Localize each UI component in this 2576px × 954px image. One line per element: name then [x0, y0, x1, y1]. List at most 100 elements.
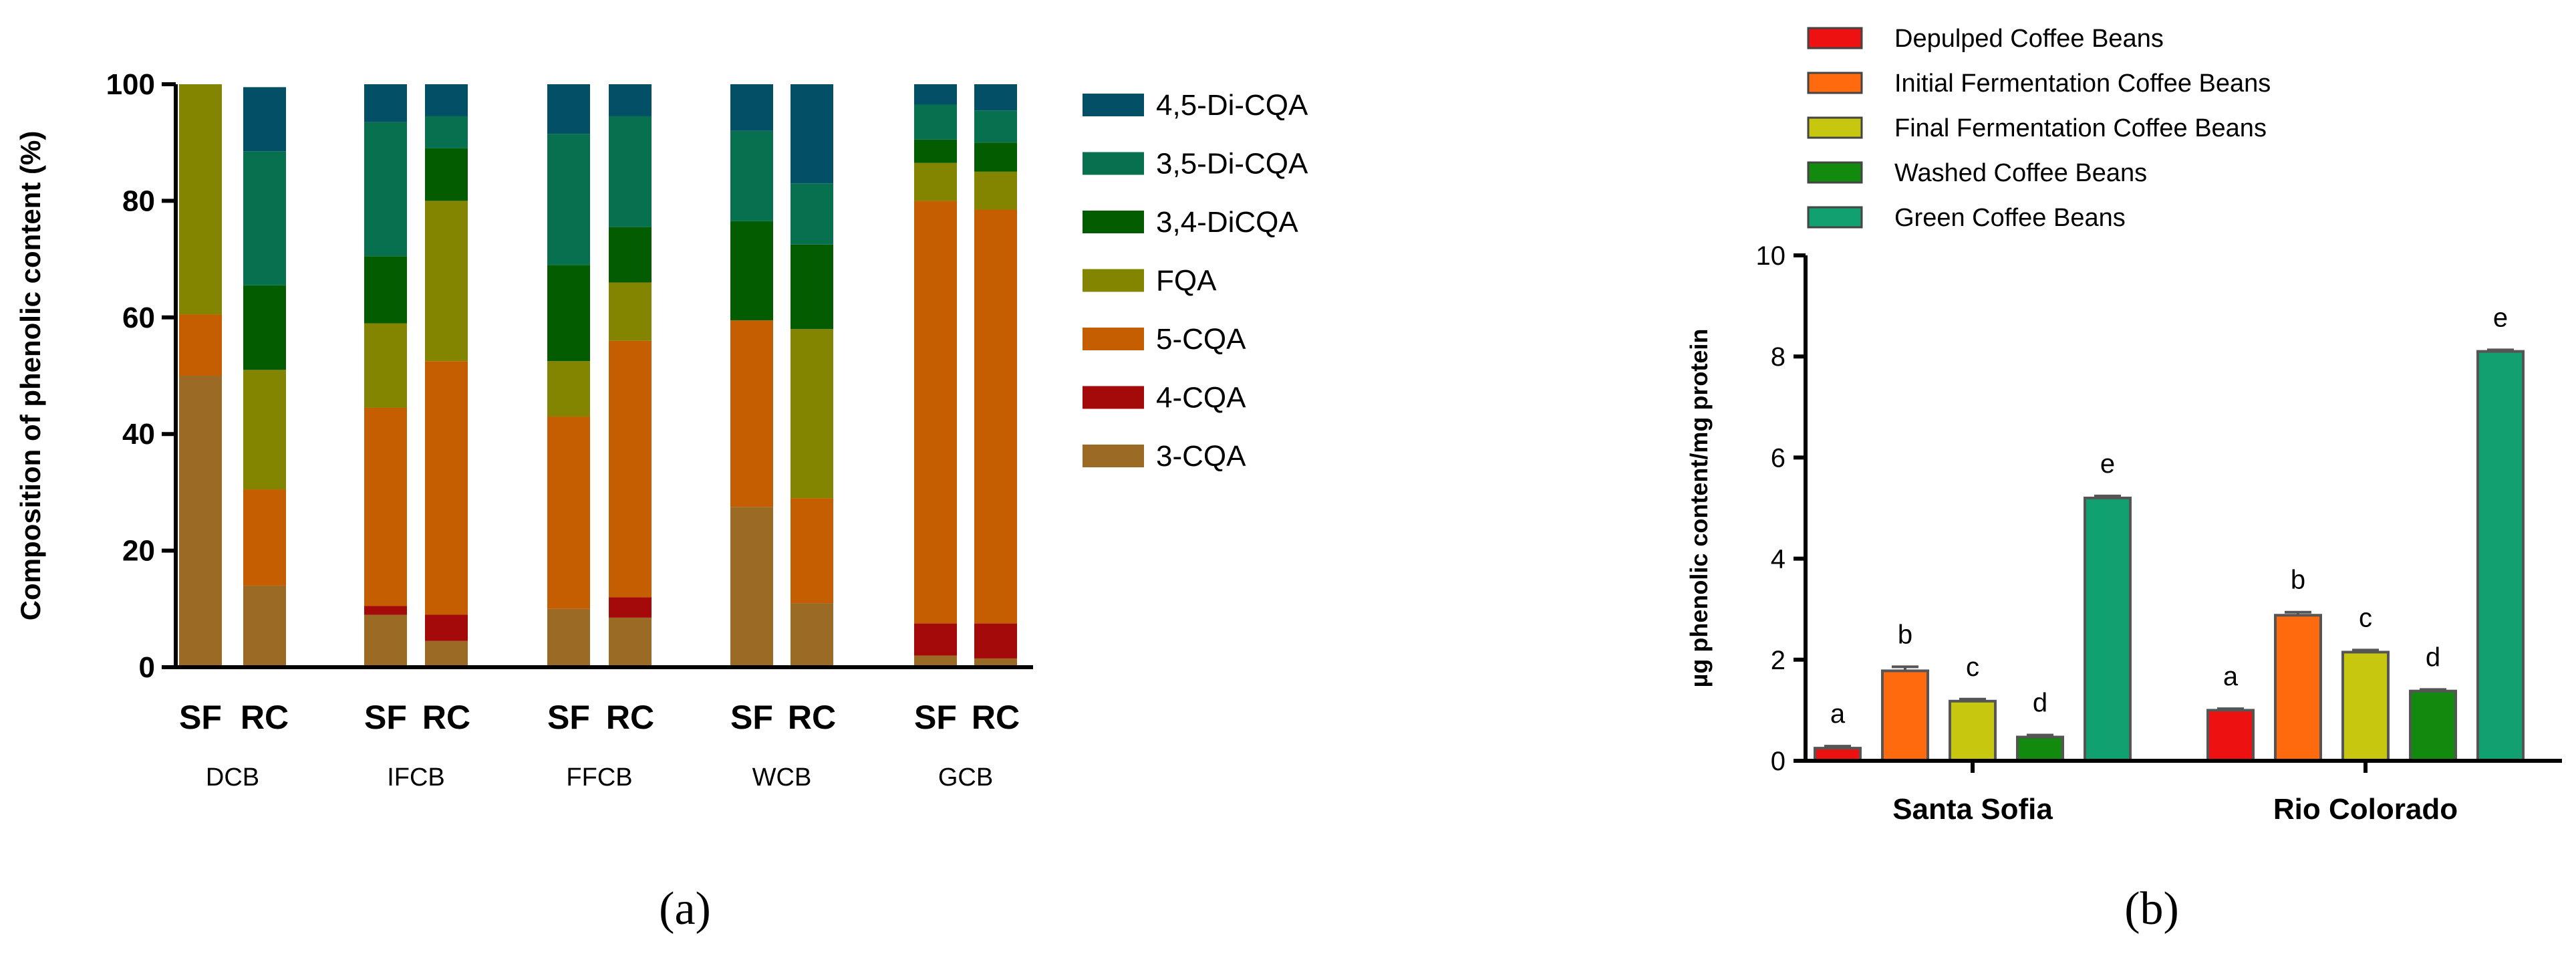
panel-a-bar-label-ffcb-rc: RC	[606, 699, 654, 736]
bar-rio-colorado-depulped-coffee-beans	[2206, 709, 2255, 763]
legend-swatch-final-fermentation-coffee-beans	[1807, 116, 1863, 139]
bar-segment-ffcb-rc-fqa	[609, 282, 652, 341]
panel-a-bar-label-wcb-rc: RC	[788, 699, 836, 736]
bar-segment-gcb-rc-5-cqa	[974, 209, 1017, 624]
bar-segment-wcb-sf-3-5-di-cqa	[730, 130, 773, 221]
bar-segment-ifcb-rc-3-4-dicqa	[425, 148, 468, 201]
legend-label-3-cqa: 3-CQA	[1156, 440, 1246, 473]
panel-a-group-label-gcb: GCB	[938, 763, 993, 792]
bar-segment-ifcb-sf-3-4-dicqa	[364, 256, 407, 324]
bar-segment-ifcb-sf-4-5-di-cqa	[364, 84, 407, 122]
legend-swatch-3-cqa	[1083, 445, 1144, 467]
panel-b-y-tick-label: 6	[1771, 443, 1785, 473]
panel-b-legend: Depulped Coffee Beans Initial Fermentatio…	[1807, 25, 2271, 232]
bar-segment-ifcb-sf-fqa	[364, 323, 407, 408]
bar-segment-dcb-rc-5-cqa	[243, 489, 286, 586]
error-bar-santa-sofia-green-coffee-beans	[2094, 494, 2121, 498]
bar-segment-ffcb-rc-3-cqa	[609, 617, 652, 667]
panel-a-bar-label-gcb-rc: RC	[972, 699, 1020, 736]
panel-a-y-tick-label: 40	[122, 418, 155, 451]
panel-a-y-tick-label: 60	[122, 302, 155, 334]
bar-segment-dcb-rc-3-5-di-cqa	[243, 151, 286, 285]
error-bar-rio-colorado-green-coffee-beans	[2487, 348, 2514, 352]
panel-a-stacked-composition-chart: 0 20 40 60 80 100 Composition of phenolic con…	[15, 68, 1308, 935]
bar-segment-ifcb-rc-5-cqa	[425, 361, 468, 615]
legend-label-depulped-coffee-beans: Depulped Coffee Beans	[1894, 25, 2164, 53]
legend-swatch-depulped-coffee-beans	[1807, 27, 1863, 49]
bar-segment-wcb-rc-fqa	[791, 329, 833, 499]
panel-b-y-tick-label: 10	[1756, 241, 1786, 271]
panel-b-y-tick-label: 4	[1771, 545, 1785, 574]
panel-b-phenolic-content-chart: Depulped Coffee Beans Initial Fermentatio…	[1685, 25, 2562, 935]
bar-segment-ffcb-rc-3-5-di-cqa	[609, 116, 652, 227]
panel-a-group-label-ffcb: FFCB	[566, 763, 632, 792]
legend-label-fqa: FQA	[1156, 265, 1217, 297]
bar-segment-gcb-sf-4-5-di-cqa	[914, 84, 957, 105]
panel-b-category-label-santa-sofia: Santa Sofia	[1892, 793, 2053, 826]
bar-segment-wcb-sf-4-5-di-cqa	[730, 84, 773, 131]
bar-segment-gcb-rc-4-5-di-cqa	[974, 84, 1017, 111]
bar-segment-ffcb-rc-4-5-di-cqa	[609, 84, 652, 116]
bar-segment-gcb-rc-3-4-dicqa	[974, 142, 1017, 172]
bar-segment-ffcb-sf-fqa	[547, 361, 590, 417]
significance-letter-santa-sofia-initial-fermentation-coffee-beans: b	[1898, 620, 1912, 649]
panel-a-group-label-wcb: WCB	[752, 763, 812, 792]
bar-segment-wcb-sf-3-4-dicqa	[730, 221, 773, 321]
error-bar-rio-colorado-final-fermentation-coffee-beans	[2352, 648, 2379, 652]
legend-label-final-fermentation-coffee-beans: Final Fermentation Coffee Beans	[1894, 114, 2267, 142]
legend-swatch-5-cqa	[1083, 328, 1144, 350]
bar-segment-wcb-sf-5-cqa	[730, 320, 773, 507]
panel-a-bar-label-dcb-rc: RC	[241, 699, 289, 736]
bar-santa-sofia-final-fermentation-coffee-beans	[1949, 699, 1997, 762]
bar-segment-ffcb-sf-3-5-di-cqa	[547, 134, 590, 265]
bar-santa-sofia-initial-fermentation-coffee-beans	[1881, 669, 1929, 762]
bar-segment-gcb-sf-4-cqa	[914, 623, 957, 656]
legend-swatch-3-5-di-cqa	[1083, 152, 1144, 175]
bar-segment-gcb-sf-fqa	[914, 162, 957, 201]
bar-segment-gcb-rc-3-cqa	[974, 658, 1017, 667]
bar-segment-ifcb-sf-5-cqa	[364, 407, 407, 606]
panel-a-y-tick-label: 0	[139, 651, 155, 684]
panel-a-y-tick-label: 20	[122, 535, 155, 568]
significance-letter-rio-colorado-green-coffee-beans: e	[2493, 303, 2508, 332]
error-bar-santa-sofia-initial-fermentation-coffee-beans	[1892, 665, 1918, 671]
error-bar-rio-colorado-depulped-coffee-beans	[2217, 707, 2244, 711]
bar-segment-dcb-rc-fqa	[243, 370, 286, 490]
bar-segment-dcb-sf-3-cqa	[179, 376, 222, 667]
panel-b-bars: a b c d e a b c d e	[1814, 303, 2525, 763]
legend-swatch-washed-coffee-beans	[1807, 161, 1863, 184]
significance-letter-rio-colorado-washed-coffee-beans: d	[2426, 642, 2440, 672]
legend-swatch-3-4-dicqa	[1083, 211, 1144, 233]
bar-santa-sofia-washed-coffee-beans	[2016, 735, 2064, 763]
significance-letter-santa-sofia-green-coffee-beans: e	[2100, 449, 2115, 479]
bar-segment-ifcb-rc-fqa	[425, 201, 468, 362]
error-bar-rio-colorado-washed-coffee-beans	[2420, 688, 2446, 691]
legend-swatch-4-cqa	[1083, 386, 1144, 409]
bar-segment-wcb-rc-3-cqa	[791, 603, 833, 667]
panel-b-y-tick-label: 0	[1771, 747, 1785, 776]
significance-letter-rio-colorado-final-fermentation-coffee-beans: c	[2359, 603, 2372, 632]
bar-santa-sofia-green-coffee-beans	[2084, 496, 2132, 762]
panel-b-y-tick-label: 8	[1771, 342, 1785, 372]
bar-segment-ifcb-sf-3-cqa	[364, 614, 407, 667]
error-bar-santa-sofia-depulped-coffee-beans	[1824, 745, 1851, 749]
panel-b-category-label-rio-colorado: Rio Colorado	[2273, 793, 2458, 826]
significance-letter-santa-sofia-final-fermentation-coffee-beans: c	[1966, 652, 1979, 682]
bar-segment-ffcb-sf-3-cqa	[547, 608, 590, 667]
bar-segment-ifcb-rc-4-5-di-cqa	[425, 84, 468, 116]
bar-rio-colorado-green-coffee-beans	[2476, 350, 2525, 762]
legend-label-5-cqa: 5-CQA	[1156, 323, 1246, 356]
error-bar-santa-sofia-final-fermentation-coffee-beans	[1959, 697, 1986, 701]
panel-a-bar-label-wcb-sf: SF	[730, 699, 773, 736]
legend-label-3-5-di-cqa: 3,5-Di-CQA	[1156, 148, 1308, 181]
bar-segment-ifcb-rc-3-5-di-cqa	[425, 116, 468, 148]
significance-letter-santa-sofia-washed-coffee-beans: d	[2033, 688, 2047, 717]
bar-rio-colorado-washed-coffee-beans	[2409, 689, 2457, 762]
panel-b-y-ticks: 0 2 4 6 8 10	[1756, 241, 1806, 776]
legend-swatch-fqa	[1083, 269, 1144, 292]
significance-letter-rio-colorado-initial-fermentation-coffee-beans: b	[2291, 566, 2305, 595]
bar-segment-wcb-rc-3-5-di-cqa	[791, 183, 833, 245]
bar-segment-dcb-rc-3-4-dicqa	[243, 285, 286, 370]
panel-a-group-label-dcb: DCB	[206, 763, 259, 792]
panel-a-y-tick-label: 100	[106, 68, 155, 101]
